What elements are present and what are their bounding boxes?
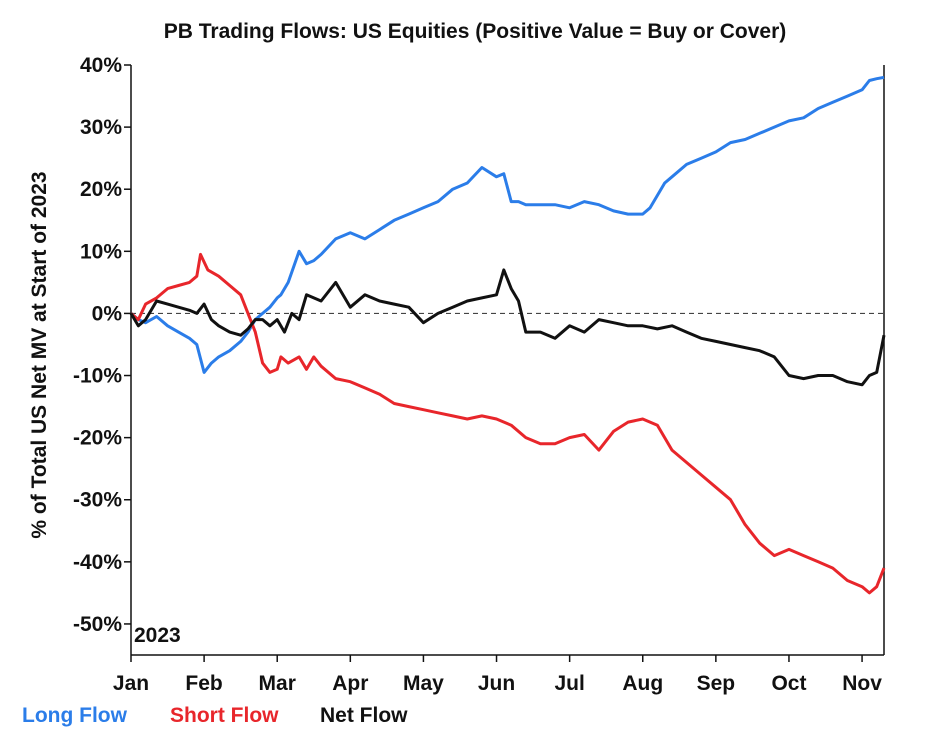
y-tick-label: -20% bbox=[73, 427, 122, 450]
x-tick-label: Mar bbox=[259, 672, 296, 695]
series-line-short-flow bbox=[130, 252, 886, 595]
y-tick-label: 0% bbox=[92, 302, 123, 325]
x-tick-label: Jul bbox=[554, 672, 584, 695]
series-line-net-flow bbox=[129, 268, 886, 387]
y-axis-label: % of Total US Net MV at Start of 2023 bbox=[28, 171, 51, 538]
legend-item-net-flow: Net Flow bbox=[320, 704, 408, 727]
plot-area: 40% 30% 20% 10% 0% -10% -20% -30% -40% -50% Jan Feb… bbox=[73, 54, 886, 695]
y-tick-label: 40% bbox=[80, 54, 122, 77]
legend-item-short-flow: Short Flow bbox=[170, 704, 279, 727]
legend: Long Flow Short Flow Net Flow bbox=[22, 704, 408, 727]
y-tick-label: 10% bbox=[80, 240, 122, 263]
series-line-long-flow bbox=[130, 75, 885, 374]
y-tick-label: -30% bbox=[73, 489, 122, 512]
y-tick-label: -40% bbox=[73, 551, 122, 574]
chart-title: PB Trading Flows: US Equities (Positive … bbox=[164, 20, 787, 43]
x-tick-label: Feb bbox=[185, 672, 222, 695]
x-tick-label: May bbox=[403, 672, 444, 695]
legend-item-long-flow: Long Flow bbox=[22, 704, 128, 727]
y-tick-label: 20% bbox=[80, 178, 122, 201]
x-tick-label: Jan bbox=[113, 672, 149, 695]
x-tick-label: Nov bbox=[842, 672, 882, 695]
year-annotation: 2023 bbox=[134, 624, 181, 647]
x-tick-label: Sep bbox=[697, 672, 736, 695]
x-tick-label: Aug bbox=[622, 672, 663, 695]
y-tick-label: -50% bbox=[73, 613, 122, 636]
x-tick-label: Oct bbox=[771, 672, 806, 695]
y-tick-label: -10% bbox=[73, 365, 122, 388]
x-tick-label: Jun bbox=[478, 672, 515, 695]
y-tick-label: 30% bbox=[80, 116, 122, 139]
x-tick-label: Apr bbox=[332, 672, 368, 695]
